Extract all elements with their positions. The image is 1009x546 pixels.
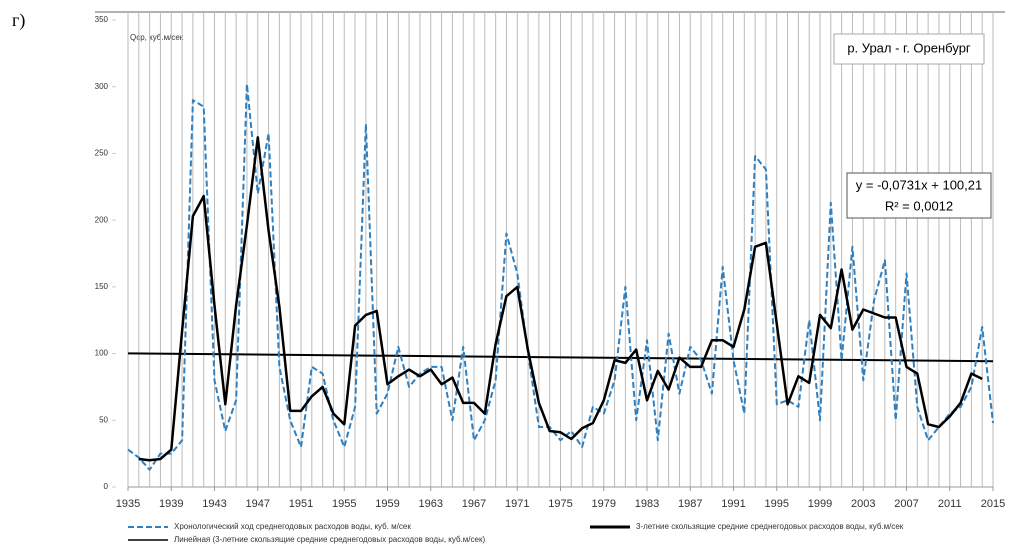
y-tick-label: 0 <box>104 482 109 491</box>
x-tick-label: 1983 <box>635 498 659 510</box>
x-tick-label: 1959 <box>375 498 399 510</box>
x-tick-label: 1951 <box>289 498 313 510</box>
legend-label: 3-летние скользящие средние среднегодовы… <box>636 522 904 531</box>
x-tick-label: 1975 <box>548 498 572 510</box>
annotation-box <box>833 33 985 65</box>
x-tick-label: 1939 <box>159 498 183 510</box>
y-tick-label: 50 <box>99 415 108 424</box>
r-squared: R² = 0,0012 <box>885 198 953 213</box>
legend-label: Хронологический ход среднегодовых расход… <box>174 522 411 531</box>
x-tick-label: 1979 <box>592 498 616 510</box>
y-tick-label: 150 <box>95 282 109 291</box>
x-tick-label: 1995 <box>765 498 789 510</box>
plot-area: 0 50 100 150 200 250 300 350 1935 1939 1943 1947 195… <box>95 12 1005 544</box>
x-tick-label: 1991 <box>721 498 745 510</box>
annotation: р. Урал - г. Оренбург <box>847 40 971 55</box>
x-tick-label: 2015 <box>981 498 1005 510</box>
x-tick-label: 1943 <box>202 498 226 510</box>
equation-box <box>846 172 992 219</box>
x-tick-label: 2003 <box>851 498 875 510</box>
trend-line <box>127 352 994 363</box>
y-tick-label: 200 <box>95 215 109 224</box>
equation: y = -0,0731x + 100,21 <box>856 177 982 192</box>
x-tick-label: 2011 <box>938 498 962 510</box>
smooth-line <box>138 136 983 462</box>
x-tick-label: 1963 <box>419 498 443 510</box>
y-tick-label: 250 <box>95 149 109 158</box>
x-tick-label: 1987 <box>678 498 702 510</box>
x-tick-label: 2007 <box>894 498 918 510</box>
x-tick-label: 1955 <box>332 498 356 510</box>
y-axis-label: Qср, куб.м/сек <box>130 33 184 42</box>
dashed-line <box>127 83 994 471</box>
y-tick-label: 100 <box>95 349 109 358</box>
panel-label: г) <box>12 10 25 31</box>
x-tick-label: 1971 <box>505 498 529 510</box>
x-tick-label: 1967 <box>462 498 486 510</box>
legend-label: Линейная (3-летние скользящие средние ср… <box>174 535 485 544</box>
x-tick-label: 1947 <box>246 498 270 510</box>
x-tick-label: 1935 <box>116 498 140 510</box>
x-tick-label: 1999 <box>808 498 832 510</box>
y-tick-label: 300 <box>95 82 109 91</box>
y-tick-label: 350 <box>95 15 109 24</box>
